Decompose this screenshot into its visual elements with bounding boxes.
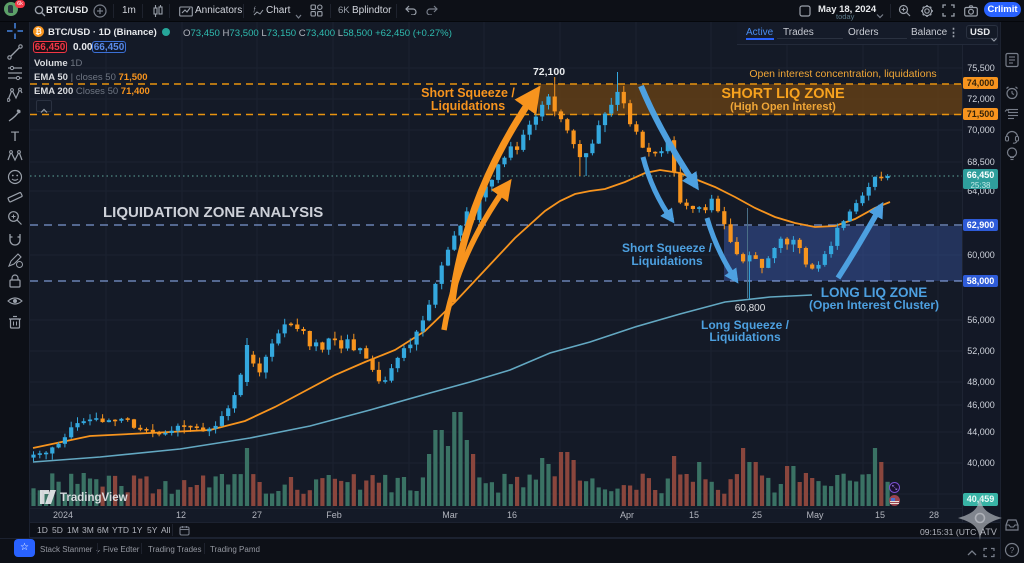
- svg-text:ƒ: ƒ: [253, 7, 256, 13]
- svg-text:T: T: [11, 128, 20, 144]
- svg-text:Liquidations: Liquidations: [709, 330, 781, 344]
- svg-text:Short Squeeze /: Short Squeeze /: [622, 241, 713, 255]
- svg-text:(Open Interest Cluster): (Open Interest Cluster): [809, 298, 939, 312]
- svg-text:?: ?: [1010, 546, 1015, 555]
- svg-text:SHORT LIQ ZONE: SHORT LIQ ZONE: [721, 86, 845, 102]
- svg-text:60,800: 60,800: [735, 303, 766, 314]
- svg-text:LONG LIQ ZONE: LONG LIQ ZONE: [821, 285, 928, 300]
- svg-text:(High Open Interest): (High Open Interest): [730, 101, 836, 113]
- svg-text:Liquidations: Liquidations: [631, 254, 703, 268]
- svg-text:TradingView: TradingView: [60, 492, 128, 504]
- svg-text:Liquidations: Liquidations: [431, 99, 505, 113]
- svg-text:72,100: 72,100: [533, 66, 565, 78]
- svg-text:Open interest concentration, l: Open interest concentration, liquidation…: [749, 68, 936, 80]
- svg-text:Short Squeeze /: Short Squeeze /: [421, 86, 515, 100]
- svg-text:Long Squeeze /: Long Squeeze /: [701, 318, 790, 332]
- svg-text:LIQUIDATION ZONE ANALYSIS: LIQUIDATION ZONE ANALYSIS: [103, 204, 323, 221]
